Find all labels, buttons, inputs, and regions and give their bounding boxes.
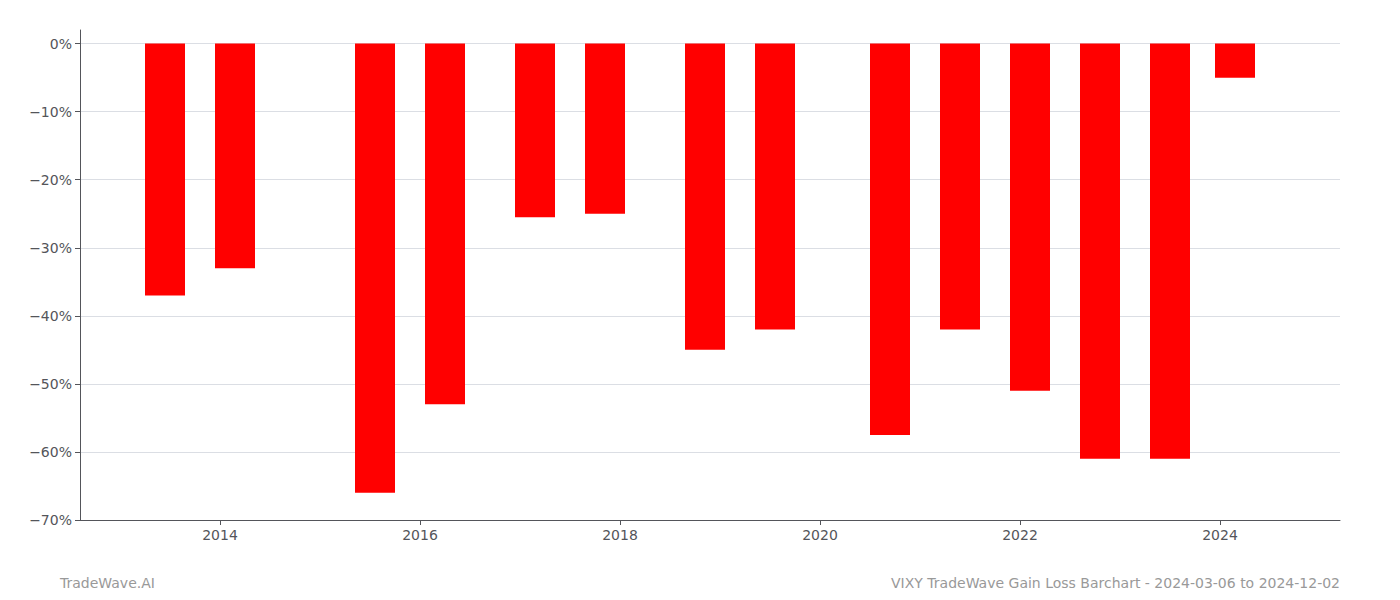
svg-text:−60%: −60% — [29, 444, 72, 460]
svg-text:−20%: −20% — [29, 172, 72, 188]
svg-text:VIXY TradeWave Gain Loss Barch: VIXY TradeWave Gain Loss Barchart - 2024… — [891, 575, 1340, 591]
svg-text:−40%: −40% — [29, 308, 72, 324]
svg-text:0%: 0% — [50, 36, 72, 52]
svg-text:−50%: −50% — [29, 376, 72, 392]
svg-text:−70%: −70% — [29, 512, 72, 528]
svg-text:2020: 2020 — [802, 527, 838, 543]
svg-text:2016: 2016 — [402, 527, 438, 543]
svg-text:2022: 2022 — [1002, 527, 1038, 543]
svg-text:2018: 2018 — [602, 527, 638, 543]
svg-text:−10%: −10% — [29, 104, 72, 120]
svg-text:TradeWave.AI: TradeWave.AI — [59, 575, 155, 591]
svg-text:−30%: −30% — [29, 240, 72, 256]
svg-text:2024: 2024 — [1202, 527, 1238, 543]
svg-text:2014: 2014 — [202, 527, 238, 543]
